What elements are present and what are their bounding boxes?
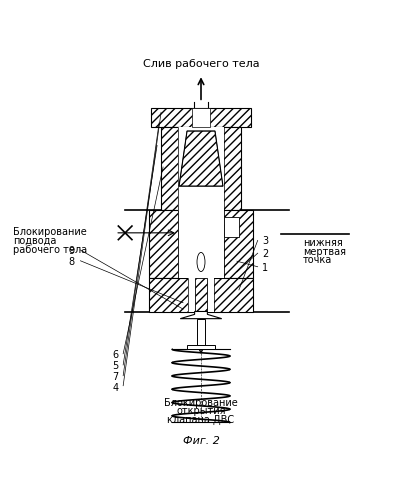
Text: 1: 1 [261,263,267,273]
Bar [186,345,215,350]
Text: 8: 8 [68,257,74,267]
Ellipse shape [196,252,205,272]
Bar [196,318,205,345]
Text: 2: 2 [261,249,267,259]
Bar [177,210,224,278]
Bar [177,127,224,210]
Text: открытия: открытия [176,406,225,416]
Text: Фиг. 2: Фиг. 2 [182,436,219,446]
Text: нижняя: нижняя [302,238,342,248]
Text: мертвая: мертвая [302,246,345,256]
Bar [188,278,213,312]
Text: Блокирование: Блокирование [164,398,237,407]
Polygon shape [178,131,223,186]
Bar [224,218,239,237]
Text: Слив рабочего тела: Слив рабочего тела [142,60,259,70]
Text: 4: 4 [112,382,118,392]
Polygon shape [180,312,221,318]
Text: 5: 5 [112,361,118,371]
Text: 9: 9 [68,246,74,256]
Text: 7: 7 [112,372,118,382]
Bar [149,278,252,312]
Text: 3: 3 [261,236,267,246]
Bar [161,127,240,210]
Bar [194,278,207,312]
Text: рабочего тела: рабочего тела [13,244,87,254]
Text: 6: 6 [112,350,118,360]
Text: подвода: подвода [13,236,57,246]
Bar [149,210,252,278]
Bar [151,108,250,127]
Text: точка: точка [302,256,331,266]
Bar [192,108,209,127]
Text: Блокирование: Блокирование [13,227,87,237]
Text: клапана ДВС: клапана ДВС [167,415,234,425]
